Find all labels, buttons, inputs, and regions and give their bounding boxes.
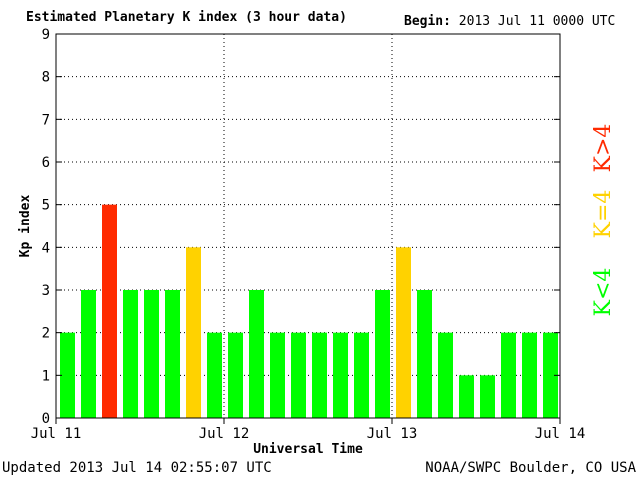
begin-label: Begin: [404, 14, 451, 29]
y-tick-label: 4 [42, 240, 50, 256]
x-tick-label: Jul 14 [535, 426, 586, 442]
legend-k-lt4: K<4 [591, 268, 616, 317]
kp-bar [207, 332, 222, 418]
kp-bar [270, 332, 285, 418]
kp-bar [333, 332, 348, 418]
legend-k-eq4: K=4 [591, 190, 616, 239]
y-tick-label: 0 [42, 411, 50, 427]
kp-bar [375, 290, 390, 418]
kp-bar [123, 290, 138, 418]
kp-bar [480, 375, 495, 418]
kp-bar [312, 332, 327, 418]
y-tick-label: 8 [42, 70, 50, 86]
y-tick-label: 6 [42, 155, 50, 171]
x-ticks: Jul 11 Jul 12 Jul 13 Jul 14 [31, 418, 586, 442]
kp-bar [81, 290, 96, 418]
y-tick-label: 9 [42, 27, 50, 43]
kp-bar [396, 247, 411, 418]
kp-bar [291, 332, 306, 418]
kp-bar [249, 290, 264, 418]
kp-bar [60, 332, 75, 418]
y-tick-label: 1 [42, 368, 50, 384]
kp-bar [186, 247, 201, 418]
kp-bar [501, 332, 516, 418]
x-tick-label: Jul 11 [31, 426, 82, 442]
y-tick-label: 3 [42, 283, 50, 299]
x-tick-label: Jul 12 [199, 426, 250, 442]
y-ticks: 0 1 2 3 4 5 6 7 8 9 [42, 27, 560, 427]
kp-bar [417, 290, 432, 418]
y-tick-label: 2 [42, 326, 50, 342]
y-tick-label: 7 [42, 112, 50, 128]
y-tick-label: 5 [42, 198, 50, 214]
data-source: NOAA/SWPC Boulder, CO USA [425, 460, 636, 476]
kp-bar [102, 204, 117, 418]
kp-bar [522, 332, 537, 418]
kp-bar [459, 375, 474, 418]
kp-bar [543, 332, 558, 418]
grid-lines [56, 34, 560, 418]
legend-k-gt4: K>4 [591, 124, 616, 173]
x-axis-title: Universal Time [253, 442, 363, 457]
kp-bar [144, 290, 159, 418]
begin-time: Begin: 2013 Jul 11 0000 UTC [404, 14, 615, 29]
kp-bar [354, 332, 369, 418]
bars [60, 204, 558, 418]
kp-bar [228, 332, 243, 418]
x-tick-label: Jul 13 [367, 426, 418, 442]
begin-value: 2013 Jul 11 0000 UTC [458, 14, 616, 29]
chart-title: Estimated Planetary K index (3 hour data… [26, 10, 347, 25]
kp-bar [438, 332, 453, 418]
kp-bar [165, 290, 180, 418]
updated-timestamp: Updated 2013 Jul 14 02:55:07 UTC [2, 460, 272, 476]
y-axis-title: Kp index [18, 195, 33, 258]
plot-frame [55, 33, 561, 419]
